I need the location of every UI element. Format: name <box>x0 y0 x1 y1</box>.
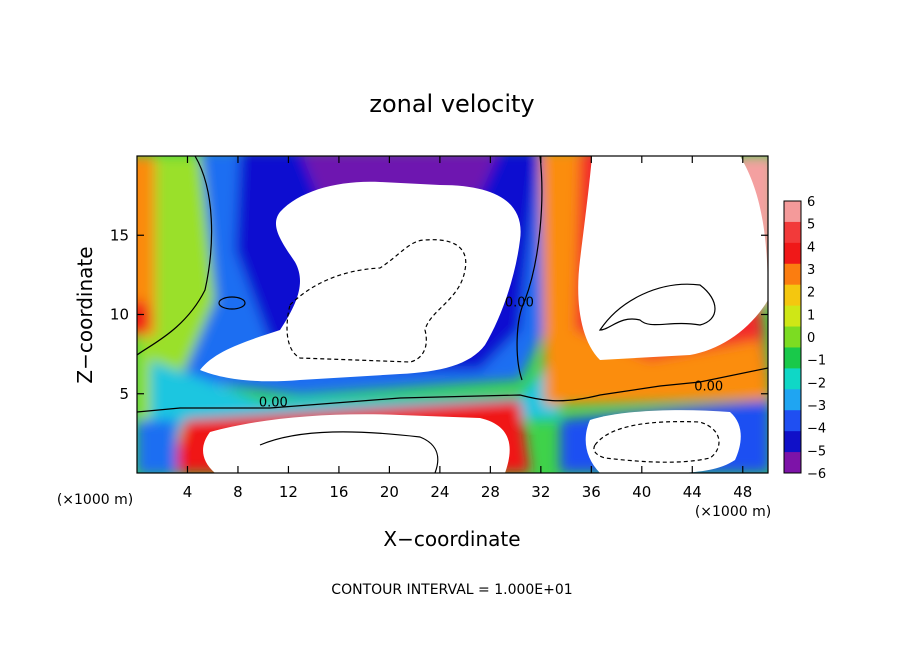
colorbar-label: 0 <box>807 331 815 346</box>
x-axis-unit-right: (×1000 m) <box>695 504 771 520</box>
y-tick-label: 15 <box>110 226 129 244</box>
colorbar-label: −2 <box>807 376 826 391</box>
contour-zero-right <box>598 283 716 331</box>
plot-area <box>137 156 768 473</box>
colorbar-label: 3 <box>807 263 815 278</box>
field-band-orange-left <box>137 156 155 336</box>
colorbar-label: 6 <box>807 195 815 210</box>
x-tick-label: 8 <box>233 483 243 501</box>
x-tick-label: 12 <box>279 483 298 501</box>
colorbar-label: −6 <box>807 467 826 482</box>
colorbar-label: 2 <box>807 286 815 301</box>
contour-dashed-upper <box>286 239 467 363</box>
x-tick-label: 24 <box>430 483 449 501</box>
contour-label: 0.00 <box>259 395 288 410</box>
colorbar-swatch <box>784 452 801 474</box>
colorbar-label: −5 <box>807 444 826 459</box>
colorbar-swatch <box>784 221 801 244</box>
contour-zero-middle <box>137 367 768 413</box>
colorbar-swatch <box>784 410 801 432</box>
colorbar-swatch <box>784 431 801 453</box>
contour-zero-loop <box>218 296 246 310</box>
y-axis-ticks: 5 10 15 <box>110 226 768 403</box>
x-tick-label: 40 <box>632 483 651 501</box>
colorbar-label: 4 <box>807 240 815 255</box>
x-axis-ticks: 4 8 12 16 20 24 28 32 36 40 44 48 <box>183 156 752 501</box>
contour-zero-vertical <box>516 156 543 381</box>
field-blob-red-left <box>137 300 150 336</box>
contour-zero-left <box>137 156 213 356</box>
colorbar: 6 5 4 3 2 1 0 −1 −2 −3 −4 −5 −6 <box>783 195 826 482</box>
colorbar-swatch <box>784 368 801 390</box>
colorbar-label: 1 <box>807 308 815 323</box>
x-tick-label: 20 <box>380 483 399 501</box>
y-tick-label: 10 <box>110 306 129 324</box>
saturated-region-upper <box>200 181 521 382</box>
colorbar-label: −3 <box>807 399 826 414</box>
contour-zero-lower <box>259 431 439 473</box>
saturated-region-lower-right <box>585 410 741 473</box>
colorbar-swatch <box>784 389 801 411</box>
x-tick-label: 4 <box>183 483 193 501</box>
contour-labels: 0.00 0.00 0.00 <box>259 296 723 411</box>
x-tick-label: 44 <box>683 483 702 501</box>
y-tick-label: 5 <box>119 385 129 403</box>
colorbar-swatch <box>784 242 801 265</box>
x-tick-label: 32 <box>531 483 550 501</box>
x-tick-label: 28 <box>481 483 500 501</box>
colorbar-swatch <box>784 201 801 223</box>
x-axis-unit-left: (×1000 m) <box>57 492 133 508</box>
contour-label: 0.00 <box>694 380 723 395</box>
colorbar-swatch <box>784 347 801 369</box>
field-band-blue-corner <box>137 420 177 473</box>
contour-label: 0.00 <box>505 296 534 311</box>
x-tick-label: 36 <box>582 483 601 501</box>
y-axis-label: Z−coordinate <box>73 246 97 383</box>
colorbar-frame <box>783 200 802 474</box>
x-tick-label: 48 <box>733 483 752 501</box>
chart-title: zonal velocity <box>369 90 534 118</box>
colorbar-swatch <box>784 284 801 307</box>
colorbar-swatch <box>784 326 801 348</box>
saturated-region-lower-left <box>203 414 510 473</box>
contour-interval-footer: CONTOUR INTERVAL = 1.000E+01 <box>331 582 572 598</box>
x-axis-label: X−coordinate <box>383 527 520 551</box>
x-tick-label: 16 <box>329 483 348 501</box>
colorbar-label: −4 <box>807 422 826 437</box>
colorbar-swatch <box>784 305 801 328</box>
colorbar-swatch <box>784 263 801 286</box>
contour-dashed-lower-right <box>593 421 720 463</box>
colorbar-label: 5 <box>807 218 815 233</box>
saturated-region-upper-right <box>578 156 768 360</box>
colorbar-label: −1 <box>807 354 826 369</box>
